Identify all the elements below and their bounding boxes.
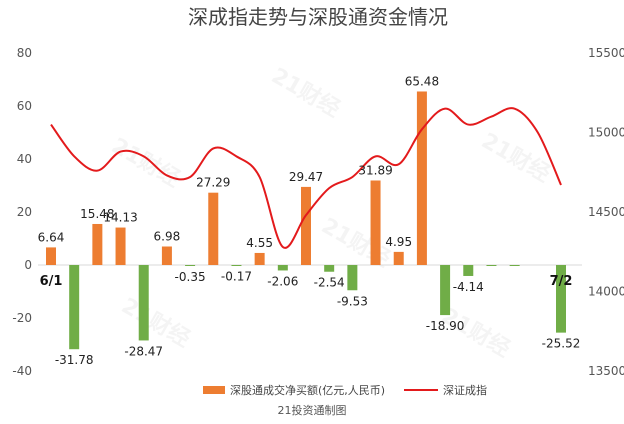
bar	[277, 265, 288, 271]
bar-data-label: 6.98	[154, 230, 181, 244]
watermark-layer: 21财经21财经21财经21财经21财经21财经	[107, 63, 555, 363]
left-axis-tick: 60	[17, 99, 32, 113]
right-axis-tick: 15500	[588, 46, 624, 60]
bar	[46, 247, 56, 265]
bar	[556, 265, 566, 333]
right-axis-tick: 14000	[588, 285, 624, 299]
watermark-text: 21财经	[477, 128, 555, 188]
bar	[115, 227, 126, 265]
right-axis-tick: 15000	[588, 126, 624, 140]
watermark-text: 21财经	[267, 63, 345, 123]
left-axis-tick: 0	[24, 258, 32, 272]
left-axis-tick: 40	[17, 152, 32, 166]
bar-data-label: -0.17	[221, 269, 252, 283]
right-axis-tick: 14500	[588, 205, 624, 219]
bar-data-label: 27.29	[196, 176, 230, 190]
bar-data-label: 4.95	[385, 235, 412, 249]
bar-data-label: -28.47	[124, 344, 163, 358]
source-note: 21投资通制图	[278, 403, 347, 417]
bar	[208, 192, 219, 265]
bar	[161, 246, 172, 265]
bar-data-label: -4.14	[453, 280, 484, 294]
bar-data-label: -9.53	[337, 294, 368, 308]
date-marker-label: 6/1	[40, 274, 63, 289]
left-axis-tick: -40	[12, 364, 32, 378]
bar-data-label: -2.54	[314, 276, 345, 290]
bar	[440, 265, 451, 316]
legend-bar-label: 深股通成交净买额(亿元,人民币)	[230, 383, 385, 397]
bar	[416, 91, 427, 265]
bar	[463, 265, 474, 276]
watermark-text: 21财经	[317, 213, 395, 273]
bar	[254, 252, 265, 265]
bar	[347, 265, 358, 291]
left-axis: -40 -20 0 20 40 60 80	[12, 46, 32, 378]
left-axis-tick: 20	[17, 205, 32, 219]
right-axis: 13500 14000 14500 15000 15500	[588, 46, 624, 378]
bar-data-label: 29.47	[289, 170, 323, 184]
bar-series	[46, 91, 566, 350]
index-line	[50, 107, 562, 249]
bar-data-label: 4.55	[246, 236, 273, 250]
bar-data-label: 6.64	[38, 230, 65, 244]
bar	[92, 223, 103, 265]
bar	[370, 180, 381, 265]
bar-data-label: -2.06	[267, 274, 298, 288]
line-series	[50, 107, 562, 249]
legend-bar-swatch	[203, 386, 225, 394]
bar-data-label: -0.35	[175, 270, 206, 284]
date-marker-label: 7/2	[550, 274, 573, 289]
bar-data-label: 15.48	[80, 207, 114, 221]
bar-data-label: -31.78	[55, 353, 94, 367]
bar	[324, 265, 335, 272]
legend: 深股通成交净买额(亿元,人民币) 深证成指	[203, 383, 487, 397]
bar	[509, 265, 520, 266]
bar-data-label: 14.13	[103, 211, 137, 225]
bar	[185, 265, 196, 266]
chart-title: 深成指走势与深股通资金情况	[188, 5, 448, 29]
bar-data-label: 31.89	[358, 163, 392, 177]
bar	[231, 265, 242, 266]
date-markers: 6/1 7/2	[40, 274, 573, 289]
legend-line-label: 深证成指	[443, 383, 487, 397]
bar	[301, 186, 311, 265]
bar-data-label: -18.90	[426, 319, 465, 333]
left-axis-tick: -20	[12, 311, 32, 325]
bar-data-label: -25.52	[542, 337, 581, 351]
watermark-text: 21财经	[107, 133, 185, 193]
bar	[486, 265, 497, 266]
bar-data-label: 65.48	[405, 74, 439, 88]
bar	[393, 251, 404, 265]
left-axis-tick: 80	[17, 46, 32, 60]
bar	[138, 265, 149, 341]
right-axis-tick: 13500	[588, 364, 624, 378]
bar	[69, 265, 80, 350]
